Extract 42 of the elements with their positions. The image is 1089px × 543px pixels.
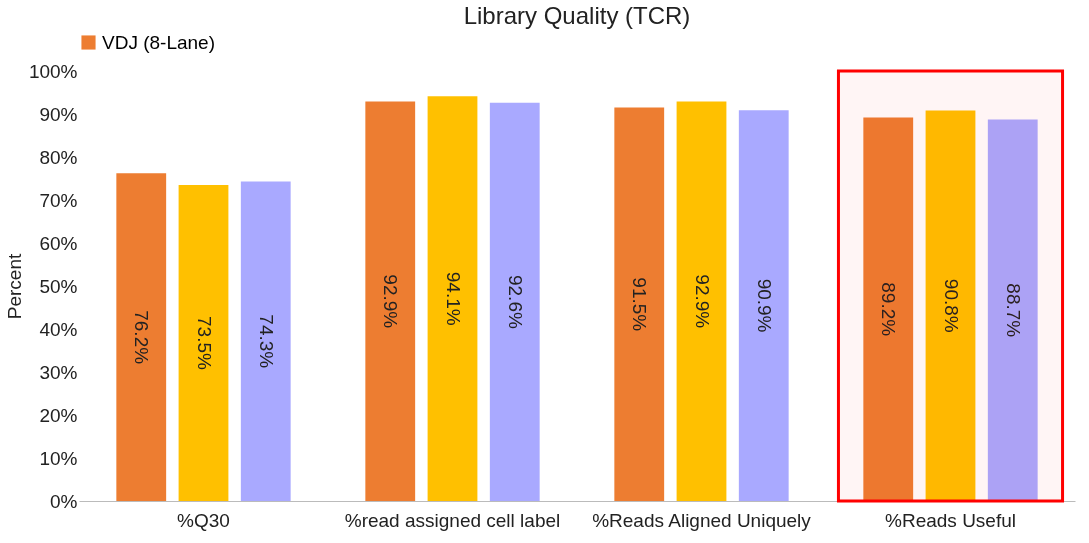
x-tick-label: %read assigned cell label bbox=[344, 509, 561, 531]
y-tick-label: 80% bbox=[39, 146, 78, 168]
data-label: 92.9% bbox=[380, 274, 402, 329]
y-axis-title: Percent bbox=[3, 253, 25, 320]
chart-title: Library Quality (TCR) bbox=[463, 2, 691, 29]
bar bbox=[614, 107, 665, 501]
y-tick-label: 50% bbox=[39, 275, 78, 297]
data-label: 88.7% bbox=[1002, 283, 1024, 338]
data-label: 90.9% bbox=[753, 278, 775, 333]
data-label: 73.5% bbox=[193, 316, 215, 371]
y-tick-label: 60% bbox=[39, 232, 78, 254]
bar bbox=[987, 119, 1038, 501]
data-label: 92.9% bbox=[691, 274, 713, 329]
bar bbox=[427, 96, 478, 501]
y-tick-label: 40% bbox=[39, 318, 78, 340]
y-tick-label: 30% bbox=[39, 361, 78, 383]
x-tick-label: %Reads Aligned Uniquely bbox=[592, 509, 812, 531]
y-tick-label: 10% bbox=[39, 447, 78, 469]
x-tick-label: %Reads Useful bbox=[885, 509, 1016, 531]
y-tick-label: 20% bbox=[39, 404, 78, 426]
data-label: 94.1% bbox=[442, 271, 464, 326]
y-tick-label: 100% bbox=[28, 60, 78, 82]
y-tick-label: 90% bbox=[39, 103, 78, 125]
bar bbox=[178, 184, 229, 501]
y-tick-label: 0% bbox=[50, 490, 78, 512]
y-tick-label: 70% bbox=[39, 189, 78, 211]
legend-label: VDJ (8-Lane) bbox=[102, 31, 215, 53]
data-label: 89.2% bbox=[878, 282, 900, 337]
data-label: 76.2% bbox=[131, 310, 153, 365]
bar bbox=[489, 102, 540, 501]
bar bbox=[240, 181, 291, 501]
bar bbox=[738, 110, 789, 501]
bar bbox=[116, 173, 167, 501]
data-label: 90.8% bbox=[940, 278, 962, 333]
data-label: 74.3% bbox=[255, 314, 277, 369]
bar bbox=[365, 101, 416, 501]
data-label: 92.6% bbox=[504, 274, 526, 329]
bar bbox=[925, 110, 976, 501]
bar bbox=[676, 101, 727, 501]
x-tick-label: %Q30 bbox=[177, 509, 230, 531]
bar bbox=[863, 117, 914, 501]
data-label: 91.5% bbox=[629, 277, 651, 332]
